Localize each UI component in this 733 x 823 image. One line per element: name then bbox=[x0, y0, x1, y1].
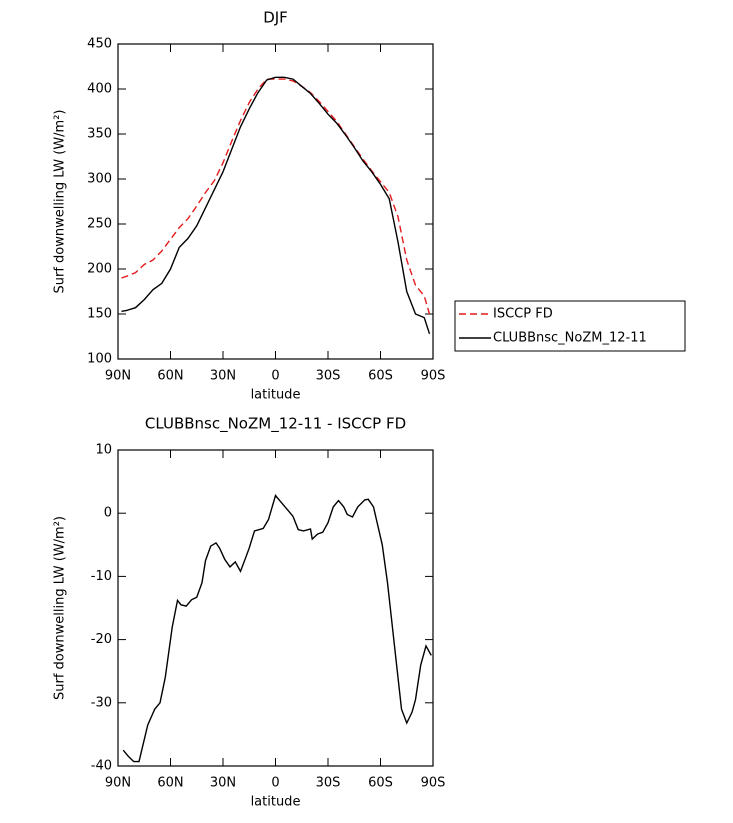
legend-box bbox=[454, 300, 686, 352]
y-axis-label: Surf downwelling LW (W/m²) bbox=[53, 516, 68, 700]
chart-title: DJF bbox=[263, 9, 288, 27]
legend-label: CLUBBnsc_NoZM_12-11 bbox=[493, 331, 647, 346]
x-tick-label: 30N bbox=[210, 369, 236, 384]
plot-frame bbox=[117, 43, 434, 360]
x-tick-label: 30S bbox=[316, 776, 341, 791]
chart-title: CLUBBnsc_NoZM_12-11 - ISCCP FD bbox=[145, 415, 406, 434]
x-tick-label: 60N bbox=[157, 776, 183, 791]
x-tick-label: 60S bbox=[368, 776, 393, 791]
x-tick-label: 90S bbox=[421, 776, 446, 791]
x-tick-label: 30S bbox=[316, 369, 341, 384]
x-tick-label: 60S bbox=[368, 369, 393, 384]
x-tick-label: 60N bbox=[157, 369, 183, 384]
series-line bbox=[121, 76, 431, 335]
y-tick-label: -40 bbox=[91, 759, 112, 774]
y-tick-label: 0 bbox=[104, 506, 112, 521]
x-tick-label: 90N bbox=[105, 776, 131, 791]
y-tick-label: 300 bbox=[87, 172, 112, 187]
y-tick-label: 150 bbox=[87, 307, 112, 322]
y-tick-label: 450 bbox=[87, 37, 112, 52]
x-axis-label: latitude bbox=[251, 388, 301, 403]
y-tick-label: -30 bbox=[91, 695, 112, 710]
x-tick-label: 30N bbox=[210, 776, 236, 791]
legend-label: ISCCP FD bbox=[493, 307, 553, 322]
y-tick-label: -10 bbox=[91, 569, 112, 584]
y-tick-label: 350 bbox=[87, 127, 112, 142]
x-tick-label: 90N bbox=[105, 369, 131, 384]
x-axis-label: latitude bbox=[251, 795, 301, 810]
y-tick-label: 250 bbox=[87, 217, 112, 232]
y-tick-label: 100 bbox=[87, 352, 112, 367]
x-tick-label: 0 bbox=[271, 776, 279, 791]
y-axis-label: Surf downwelling LW (W/m²) bbox=[53, 110, 68, 294]
x-tick-label: 0 bbox=[271, 369, 279, 384]
y-tick-label: 10 bbox=[95, 443, 112, 458]
series-line bbox=[121, 78, 431, 315]
y-tick-label: 200 bbox=[87, 262, 112, 277]
x-tick-label: 90S bbox=[421, 369, 446, 384]
series-line bbox=[122, 494, 432, 763]
y-tick-label: -20 bbox=[91, 632, 112, 647]
y-tick-label: 400 bbox=[87, 82, 112, 97]
